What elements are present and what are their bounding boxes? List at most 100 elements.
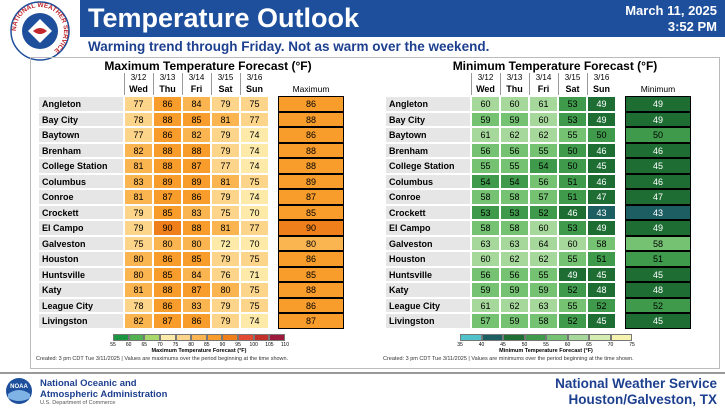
legend-swatch: [253, 334, 270, 341]
row-label: El Campo: [38, 220, 124, 236]
forecast-cell: 59: [471, 111, 500, 127]
forecast-cell: 80: [182, 235, 211, 251]
legend-tick-label: 50: [521, 342, 528, 348]
footnote: Created: 3 pm CDT Tue 3/11/2025 | Values…: [36, 356, 289, 362]
forecast-cell: 88: [182, 220, 211, 236]
forecast-cell: 53: [500, 204, 529, 220]
forecast-cell: 76: [211, 266, 240, 282]
row-label: College Station: [385, 158, 471, 174]
column-divider: [587, 73, 588, 95]
row-label: Huntsville: [385, 266, 471, 282]
legend-swatch: [567, 334, 589, 341]
legend-tick-label: 75: [629, 342, 635, 348]
forecast-cell: 54: [529, 158, 558, 174]
forecast-cell: 86: [182, 189, 211, 205]
forecast-cell: 50: [587, 127, 616, 143]
forecast-cell: 75: [124, 235, 153, 251]
legend-swatch: [460, 334, 482, 341]
forecast-cell: 45: [587, 266, 616, 282]
row-label: Baytown: [385, 127, 471, 143]
forecast-cell: 55: [558, 297, 587, 313]
forecast-cell: 81: [124, 282, 153, 298]
legend-tick-label: 45: [500, 342, 506, 348]
column-divider: [182, 73, 183, 95]
forecast-cell: 75: [211, 204, 240, 220]
row-label: Bay City: [38, 111, 124, 127]
forecast-cell: 45: [587, 158, 616, 174]
forecast-cell: 62: [529, 127, 558, 143]
forecast-cell: 75: [240, 251, 269, 267]
forecast-cell: 77: [240, 220, 269, 236]
forecast-cell: 50: [558, 158, 587, 174]
forecast-cell: 79: [211, 251, 240, 267]
forecast-cell: 57: [471, 313, 500, 329]
column-day: Sat: [218, 84, 233, 94]
forecast-cell: 58: [500, 220, 529, 236]
legend-tick-label: 70: [157, 342, 163, 348]
forecast-cell: 61: [471, 297, 500, 313]
table-title: Minimum Temperature Forecast (°F): [452, 59, 658, 73]
forecast-cell: 79: [211, 189, 240, 205]
agency: Atmospheric Administration: [40, 389, 168, 400]
legend-tick-label: 60: [564, 342, 571, 348]
department: U.S. Department of Commerce: [40, 400, 116, 406]
forecast-cell: 89: [182, 173, 211, 189]
forecast-cell: 79: [211, 313, 240, 329]
office: National Weather Service: [555, 376, 717, 391]
forecast-cell: 50: [558, 142, 587, 158]
forecast-cell: 59: [500, 313, 529, 329]
forecast-cell: 77: [211, 158, 240, 174]
row-label: Baytown: [38, 127, 124, 143]
legend-swatch: [175, 334, 192, 341]
forecast-cell: 54: [471, 173, 500, 189]
forecast-cell: 46: [558, 204, 587, 220]
forecast-cell: 84: [182, 96, 211, 112]
noaa-logo-text: NOAA: [10, 384, 28, 390]
row-label: Columbus: [385, 173, 471, 189]
row-label: Crockett: [38, 204, 124, 220]
forecast-cell: 58: [529, 313, 558, 329]
forecast-cell: 88: [153, 111, 182, 127]
forecast-cell: 48: [587, 282, 616, 298]
row-label: Galveston: [38, 235, 124, 251]
forecast-cell: 55: [558, 127, 587, 143]
forecast-cell: 46: [587, 173, 616, 189]
column-date: 3/13: [506, 73, 523, 82]
legend-swatch: [206, 334, 223, 341]
column-date: 3/14: [188, 73, 205, 82]
forecast-cell: 70: [240, 204, 269, 220]
forecast-cell: 90: [153, 220, 182, 236]
forecast-cell: 81: [124, 189, 153, 205]
row-label: Brenham: [385, 142, 471, 158]
forecast-cell: 85: [182, 251, 211, 267]
row-label: Bay City: [385, 111, 471, 127]
column-day: Fri: [537, 84, 550, 94]
footer-band: [0, 372, 725, 409]
forecast-cell: 86: [153, 96, 182, 112]
forecast-cell: 56: [471, 266, 500, 282]
forecast-cell: 60: [558, 235, 587, 251]
forecast-cell: 83: [182, 204, 211, 220]
legend-swatch: [269, 334, 285, 341]
column-date: 3/12: [130, 73, 147, 82]
forecast-cell: 59: [471, 282, 500, 298]
legend-tick-label: 65: [586, 342, 592, 348]
forecast-cell: 60: [529, 111, 558, 127]
row-label: Katy: [38, 282, 124, 298]
forecast-cell: 56: [500, 266, 529, 282]
column-day: Wed: [476, 84, 495, 94]
column-day: Sat: [565, 84, 580, 94]
column-divider: [558, 73, 559, 95]
forecast-cell: 59: [500, 111, 529, 127]
title-bar: [80, 0, 725, 37]
forecast-cell: 49: [587, 111, 616, 127]
subtitle: Warming trend through Friday. Not as war…: [88, 39, 490, 54]
office: Houston/Galveston, TX: [568, 392, 717, 407]
column-day: Thu: [159, 84, 176, 94]
forecast-cell: 77: [124, 96, 153, 112]
row-label: College Station: [38, 158, 124, 174]
forecast-cell: 85: [153, 266, 182, 282]
forecast-cell: 75: [240, 297, 269, 313]
forecast-cell: 86: [153, 127, 182, 143]
forecast-cell: 52: [558, 282, 587, 298]
